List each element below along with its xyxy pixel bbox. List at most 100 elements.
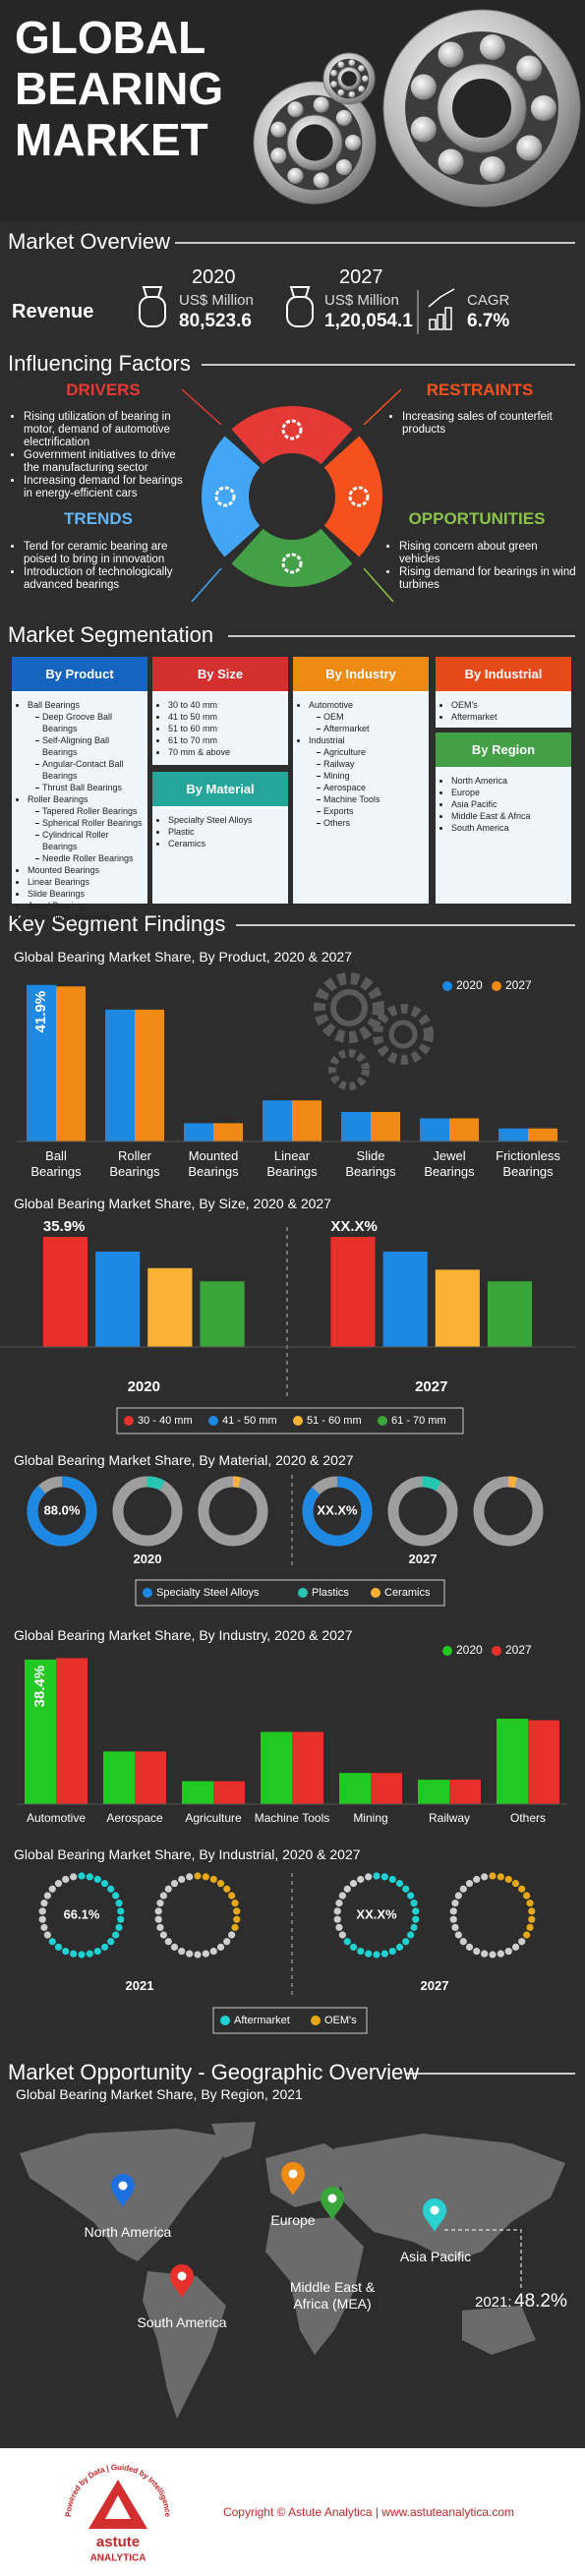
segment-box: By IndustryAutomotiveOEMAftermarketIndus…: [293, 657, 429, 904]
donut-dot: [154, 1907, 162, 1915]
legend-label: 2027: [505, 978, 532, 992]
legend-label: Ceramics: [384, 1587, 431, 1599]
donut-dot: [357, 1875, 365, 1884]
segment-list: AutomotiveOEMAftermarketIndustrialAgricu…: [293, 693, 429, 829]
segment-item: Ceramics: [168, 838, 284, 849]
donut-dot: [343, 1938, 351, 1946]
bearing-image: [287, 167, 304, 184]
logo-brand-sub: ANALYTICA: [90, 2553, 146, 2564]
x-tick-label: Mining: [353, 1811, 388, 1825]
map-pin: [321, 2187, 344, 2220]
donut-dot: [410, 1900, 418, 1907]
map-pin: [177, 2271, 187, 2281]
x-tick-label: 2021: [125, 1978, 154, 1993]
donut-dot: [526, 1923, 534, 1931]
chart-subtitle: Global Bearing Market Share, By Region, …: [16, 2086, 303, 2102]
money-icon: [139, 296, 166, 327]
segment-subitem: Mining: [317, 770, 425, 782]
donut-dot: [228, 1892, 236, 1900]
donut-dot: [343, 1885, 351, 1893]
donut-dot: [209, 1947, 217, 1956]
map-pin: [118, 2181, 128, 2191]
region-label: Middle East & Africa (MEA): [289, 2279, 376, 2312]
factor-icon: [281, 553, 303, 574]
donut-dot: [465, 1880, 474, 1888]
x-tick-label: Linear Bearings: [266, 1148, 318, 1179]
donut-dot: [489, 1951, 497, 1959]
segment-sublist: OEM Aftermarket: [309, 711, 425, 734]
segment-subitem: Others: [317, 817, 425, 829]
bullet-item: Rising utilization of bearing in motor, …: [24, 411, 189, 449]
donut-dot: [365, 1950, 373, 1958]
factor-segment: [323, 436, 383, 557]
bearing-image: [335, 159, 352, 176]
page-title: GLOBAL BEARING MARKET: [15, 12, 224, 165]
donut-dot: [459, 1938, 467, 1946]
donut-dot: [156, 1900, 164, 1907]
donut-dot: [395, 1880, 404, 1888]
donut-arc: [302, 1476, 373, 1547]
donut-dot: [78, 1872, 86, 1880]
segment-item: Plastic: [168, 826, 284, 838]
region-label: Asia Pacific: [399, 2249, 472, 2264]
donut-dot: [216, 1880, 225, 1888]
donut-dot: [380, 1873, 388, 1881]
donut-dot: [178, 1875, 186, 1884]
bullet-item: Tend for ceramic bearing are poised to b…: [24, 541, 192, 566]
map-pin: [170, 2264, 194, 2298]
donut-dot: [164, 1885, 172, 1893]
donut-dot: [511, 1943, 520, 1951]
bearing-image: [296, 124, 333, 161]
bearing-image: [270, 121, 287, 138]
donut-dot: [380, 1950, 388, 1958]
donut-dot: [38, 1915, 46, 1923]
donut-dot: [93, 1875, 101, 1884]
bar: [184, 1123, 213, 1142]
bar: [435, 1269, 480, 1347]
legend-swatch: [442, 1646, 452, 1656]
donut-dot: [412, 1907, 420, 1915]
bullet-list: Tend for ceramic bearing are poised to b…: [10, 541, 192, 592]
donut-arc: [343, 1872, 420, 1959]
bullet-list: Rising concern about green vehiclesRisin…: [385, 541, 580, 592]
donut-dot: [70, 1873, 78, 1881]
donut-dot: [78, 1951, 86, 1959]
segment-item: 51 to 60 mm: [168, 723, 284, 734]
segment-subitem: OEM: [317, 711, 425, 723]
bar: [339, 1773, 371, 1804]
factor-list: Rising utilization of bearing in motor, …: [10, 411, 189, 500]
donut-dot: [523, 1892, 531, 1900]
factor-segment: [231, 406, 353, 465]
donut-track: [38, 1873, 78, 1939]
legend-box: [135, 1579, 445, 1607]
segment-title: By Size: [152, 657, 288, 693]
bearing-image: [531, 95, 556, 121]
legend-label: Aftermarket: [234, 2015, 290, 2026]
segment-item: Asia Pacific: [451, 798, 567, 810]
donut-track: [154, 1873, 236, 1959]
segment-item: OEM's: [451, 699, 567, 711]
bullet-list: Rising utilization of bearing in motor, …: [10, 411, 189, 500]
donut-dot: [202, 1950, 209, 1958]
donut-dot: [159, 1931, 167, 1939]
bar: [420, 1118, 449, 1142]
bearing-image: [330, 70, 337, 77]
segment-list: Specialty Steel AlloysPlasticCeramics: [152, 808, 288, 849]
donut-arc: [48, 1872, 125, 1959]
revenue-label: Revenue: [12, 301, 94, 322]
segment-title: By Material: [152, 772, 288, 808]
donut-dot: [357, 1947, 365, 1956]
segment-subitem: Railway: [317, 758, 425, 770]
segment-subitem: Exports: [317, 805, 425, 817]
donut-dot: [388, 1875, 396, 1884]
bearing-image: [337, 88, 345, 96]
legend-swatch: [298, 1588, 308, 1598]
segment-sublist: Deep Groove Ball Bearings Self-Aligning B…: [28, 711, 144, 793]
bearing-image: [313, 96, 329, 113]
segment-item: North America: [451, 775, 567, 787]
segment-subitem: Needle Roller Bearings: [35, 852, 144, 864]
donut-dot: [489, 1872, 497, 1880]
donut-arc: [27, 1476, 97, 1547]
